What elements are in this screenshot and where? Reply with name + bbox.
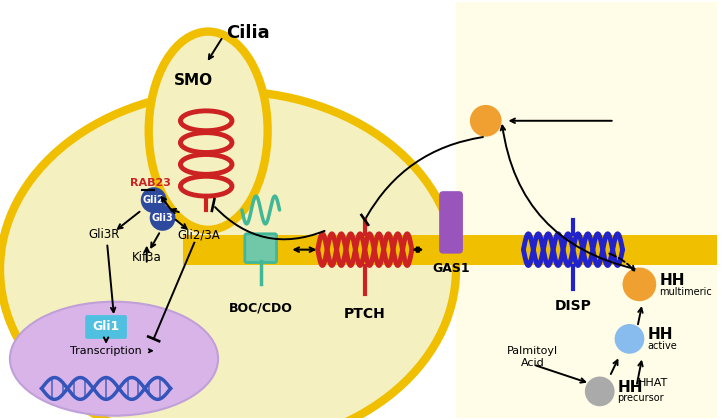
Text: HH: HH (647, 328, 673, 342)
Text: PTCH: PTCH (344, 307, 385, 321)
Text: Gli3: Gli3 (152, 213, 174, 223)
Bar (486, 235, 716, 265)
Text: HHAT: HHAT (638, 378, 667, 388)
Text: GAS1: GAS1 (432, 262, 470, 275)
Bar (456, 2, 716, 418)
Circle shape (141, 187, 166, 213)
FancyBboxPatch shape (439, 191, 463, 254)
Text: BOC/CDO: BOC/CDO (228, 301, 293, 314)
Ellipse shape (10, 302, 218, 416)
Text: Gli2/3A: Gli2/3A (177, 228, 220, 241)
Text: multimeric: multimeric (659, 287, 712, 297)
Circle shape (585, 377, 615, 406)
Text: HH: HH (617, 380, 643, 395)
Text: RAB23: RAB23 (130, 178, 171, 188)
Circle shape (615, 324, 644, 354)
Text: active: active (647, 341, 677, 351)
FancyBboxPatch shape (85, 315, 127, 339)
Circle shape (470, 105, 502, 136)
Circle shape (623, 268, 656, 301)
Text: Gli3R: Gli3R (88, 228, 120, 241)
Text: Palmitoyl
Acid: Palmitoyl Acid (507, 346, 558, 368)
Text: HH: HH (659, 273, 685, 288)
Text: Cilia: Cilia (226, 24, 270, 42)
Bar (154, 150, 262, 270)
Text: Transcription: Transcription (70, 346, 142, 356)
Text: Gli1: Gli1 (93, 320, 120, 333)
Text: precursor: precursor (617, 394, 664, 403)
Ellipse shape (7, 98, 449, 420)
Text: SMO: SMO (174, 73, 213, 88)
Circle shape (150, 205, 176, 231)
Bar (451, 235, 486, 265)
Bar (184, 235, 451, 265)
FancyBboxPatch shape (245, 234, 277, 262)
Text: Gli2: Gli2 (142, 195, 165, 205)
Text: DISP: DISP (555, 299, 591, 313)
Text: Kif3a: Kif3a (132, 251, 161, 264)
Ellipse shape (0, 91, 456, 420)
Ellipse shape (149, 32, 268, 230)
